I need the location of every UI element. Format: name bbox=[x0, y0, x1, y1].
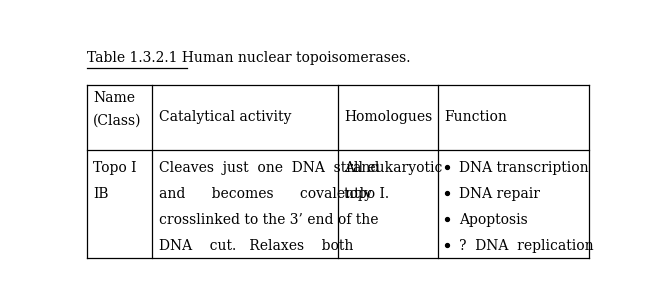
Text: Apoptosis: Apoptosis bbox=[459, 213, 528, 227]
Text: Name: Name bbox=[93, 91, 135, 105]
Text: IB: IB bbox=[93, 187, 109, 201]
Text: DNA repair: DNA repair bbox=[459, 187, 539, 201]
Text: (Class): (Class) bbox=[93, 114, 142, 128]
Text: and      becomes      covalently: and becomes covalently bbox=[158, 187, 371, 201]
Text: Function: Function bbox=[444, 110, 507, 124]
Text: All eukaryotic: All eukaryotic bbox=[344, 161, 442, 175]
Text: ?  DNA  replication: ? DNA replication bbox=[459, 239, 593, 253]
Text: Catalytical activity: Catalytical activity bbox=[158, 110, 291, 124]
Text: Homologues: Homologues bbox=[344, 110, 432, 124]
Text: DNA transcription: DNA transcription bbox=[459, 161, 588, 175]
Text: crosslinked to the 3’ end of the: crosslinked to the 3’ end of the bbox=[158, 213, 378, 227]
Text: Topo I: Topo I bbox=[93, 161, 137, 175]
Text: topo I.: topo I. bbox=[344, 187, 389, 201]
Text: Table 1.3.2.1 Human nuclear topoisomerases.: Table 1.3.2.1 Human nuclear topoisomeras… bbox=[87, 51, 411, 65]
Text: Cleaves  just  one  DNA  strand: Cleaves just one DNA strand bbox=[158, 161, 379, 175]
Text: DNA    cut.   Relaxes    both: DNA cut. Relaxes both bbox=[158, 239, 353, 253]
